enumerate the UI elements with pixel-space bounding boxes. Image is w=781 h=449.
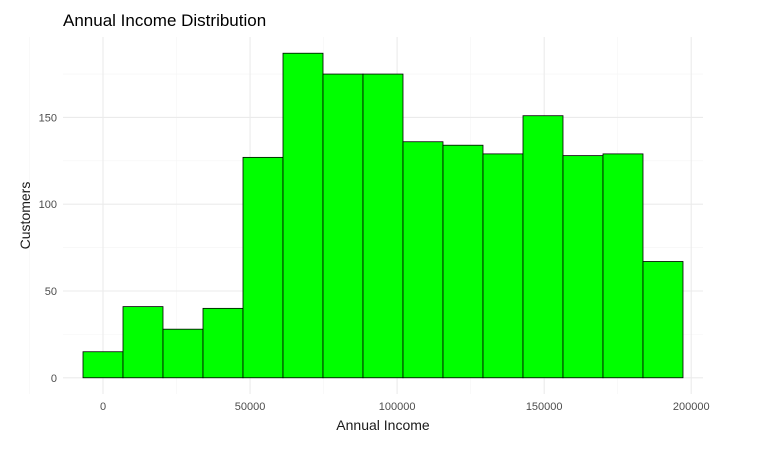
histogram-bar [482, 153, 524, 379]
histogram-bars [82, 52, 684, 379]
histogram-bar [82, 351, 124, 379]
histogram-bar [202, 307, 244, 379]
y-tick-labels: 0 50 100 150 [39, 112, 57, 384]
histogram-bar [442, 144, 484, 379]
histogram-bar [122, 306, 164, 379]
histogram-bar [162, 328, 204, 379]
y-tick-label: 0 [51, 373, 57, 385]
x-tick-label: 100000 [379, 401, 416, 413]
x-tick-label: 150000 [526, 401, 563, 413]
x-axis-title: Annual Income [336, 417, 430, 433]
chart-title: Annual Income Distribution [63, 11, 267, 30]
y-tick-label: 100 [39, 199, 57, 211]
x-tick-label: 0 [100, 401, 106, 413]
y-tick-label: 150 [39, 112, 57, 124]
histogram-bar [282, 52, 324, 379]
histogram-bar [562, 155, 604, 379]
y-tick-label: 50 [45, 286, 57, 298]
histogram-bar [242, 156, 284, 379]
histogram-bar [522, 115, 564, 379]
x-tick-label: 50000 [235, 401, 266, 413]
y-axis-title: Customers [17, 182, 33, 250]
histogram-bar [362, 73, 404, 379]
histogram-bar [642, 261, 684, 379]
histogram-bar [322, 73, 364, 379]
x-tick-label: 200000 [673, 401, 710, 413]
histogram-bar [602, 153, 644, 379]
histogram-bar [402, 141, 444, 379]
x-tick-labels: 0 50000 100000 150000 200000 [100, 401, 710, 413]
